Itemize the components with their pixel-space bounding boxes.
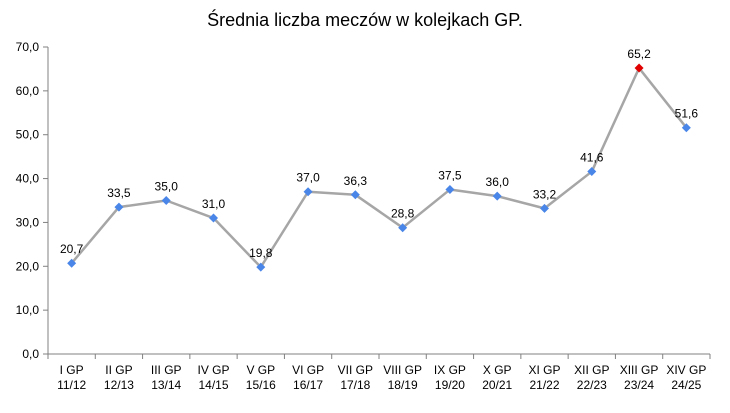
data-point-highlight — [634, 63, 644, 73]
x-tick-label: XII GP 22/23 — [574, 363, 609, 392]
x-tick-label: X GP 20/21 — [482, 363, 512, 392]
data-label: 36,0 — [486, 175, 510, 189]
data-label: 35,0 — [155, 180, 179, 194]
data-point — [161, 196, 171, 205]
data-label: 33,2 — [533, 187, 557, 201]
x-tick-label: IV GP 14/15 — [197, 363, 229, 392]
data-point — [114, 202, 124, 212]
chart-axes — [43, 46, 711, 359]
x-tick-label: III GP 13/14 — [151, 363, 182, 392]
y-tick-label: 10,0 — [16, 303, 40, 317]
data-label: 37,0 — [296, 171, 320, 185]
y-tick-label: 0,0 — [22, 347, 39, 361]
data-label: 20,7 — [60, 242, 84, 256]
x-tick-labels: I GP 11/12 II GP 12/13 III GP 13/14 IV GP 14/15… — [57, 363, 706, 392]
series-line — [70, 66, 688, 269]
x-tick-label: VIII GP 18/19 — [383, 363, 422, 392]
data-label: 41,6 — [580, 151, 604, 165]
data-point — [303, 187, 313, 197]
data-label: 37,5 — [438, 169, 462, 183]
x-tick-label: V GP 15/16 — [246, 363, 276, 392]
data-markers — [67, 63, 691, 272]
x-tick-label: XI GP 21/22 — [528, 363, 560, 392]
data-label: 36,3 — [344, 174, 368, 188]
x-tick-label: XIV GP 24/25 — [666, 363, 706, 392]
data-label: 65,2 — [627, 47, 651, 61]
x-tick-label: VII GP 17/18 — [338, 363, 373, 392]
x-tick-label: XIII GP 23/24 — [620, 363, 659, 392]
y-tick-label: 70,0 — [16, 40, 40, 54]
data-labels: 20,7 33,5 35,0 31,0 19,8 37,0 36,3 28,8 37,5 36,0… — [60, 47, 698, 260]
data-point — [492, 191, 502, 201]
y-tick-labels: 0,0 10,0 20,0 30,0 40,0 50,0 60,0 70,0 — [16, 40, 40, 361]
data-point — [256, 262, 266, 272]
y-tick-label: 40,0 — [16, 172, 40, 186]
x-tick-label: VI GP 16/17 — [292, 363, 324, 392]
data-point — [398, 223, 408, 233]
data-label: 51,6 — [675, 107, 699, 121]
y-tick-label: 30,0 — [16, 215, 40, 229]
data-point — [350, 190, 360, 200]
data-point — [587, 167, 597, 177]
y-tick-label: 50,0 — [16, 128, 40, 142]
data-label: 31,0 — [202, 197, 226, 211]
chart-title: Średnia liczba meczów w kolejkach GP. — [207, 10, 523, 30]
data-point — [681, 123, 691, 133]
series-line-group — [70, 66, 688, 269]
y-tick-label: 60,0 — [16, 84, 40, 98]
data-point — [540, 203, 549, 213]
data-label: 19,8 — [249, 246, 273, 260]
data-label: 33,5 — [107, 186, 131, 200]
data-point — [67, 258, 77, 268]
y-tick-label: 20,0 — [16, 259, 40, 273]
x-tick-label: I GP 11/12 — [57, 363, 86, 392]
data-point — [209, 213, 218, 223]
data-point — [445, 185, 455, 195]
x-tick-label: IX GP 19/20 — [434, 363, 466, 392]
x-tick-label: II GP 12/13 — [104, 363, 134, 392]
data-label: 28,8 — [391, 207, 415, 221]
